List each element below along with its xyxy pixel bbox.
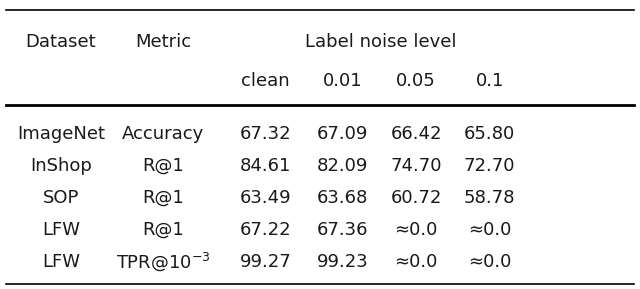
Text: 63.68: 63.68 [317,189,368,207]
Text: 0.05: 0.05 [396,72,436,90]
Text: Accuracy: Accuracy [122,125,204,143]
Text: LFW: LFW [42,221,80,239]
Text: 67.22: 67.22 [240,221,291,239]
Text: ≈0.0: ≈0.0 [394,253,438,271]
Text: Metric: Metric [135,33,191,51]
Text: 0.01: 0.01 [323,72,362,90]
Text: ≈0.0: ≈0.0 [468,253,511,271]
Text: 58.78: 58.78 [464,189,515,207]
Text: 65.80: 65.80 [464,125,515,143]
Text: R@1: R@1 [142,189,184,207]
Text: R@1: R@1 [142,157,184,175]
Text: 74.70: 74.70 [390,157,442,175]
Text: 84.61: 84.61 [240,157,291,175]
Text: ≈0.0: ≈0.0 [468,221,511,239]
Text: Dataset: Dataset [26,33,96,51]
Text: InShop: InShop [30,157,92,175]
Text: 0.1: 0.1 [476,72,504,90]
Text: 60.72: 60.72 [390,189,442,207]
Text: 99.23: 99.23 [317,253,368,271]
Text: 67.36: 67.36 [317,221,368,239]
Text: 63.49: 63.49 [240,189,291,207]
Text: R@1: R@1 [142,221,184,239]
Text: Label noise level: Label noise level [305,33,456,51]
Text: 82.09: 82.09 [317,157,368,175]
Text: clean: clean [241,72,290,90]
Text: 99.27: 99.27 [240,253,291,271]
Text: 66.42: 66.42 [390,125,442,143]
Text: SOP: SOP [43,189,79,207]
Text: TPR@$10^{-3}$: TPR@$10^{-3}$ [116,250,211,273]
Text: ImageNet: ImageNet [17,125,105,143]
Text: 67.09: 67.09 [317,125,368,143]
Text: ≈0.0: ≈0.0 [394,221,438,239]
Text: 72.70: 72.70 [464,157,515,175]
Text: LFW: LFW [42,253,80,271]
Text: 67.32: 67.32 [240,125,291,143]
